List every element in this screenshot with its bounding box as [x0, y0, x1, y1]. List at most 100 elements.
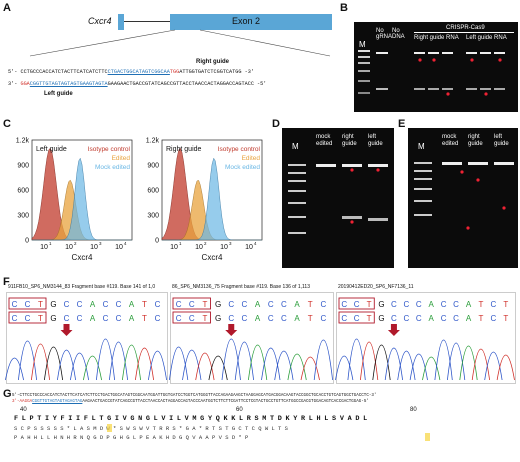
corner-label: Right guide [166, 146, 202, 153]
base-call-bottom: C [416, 314, 422, 323]
pam-box-bottom [8, 311, 47, 324]
trace-peak [422, 356, 441, 381]
panel-e-gel: M mock edited right guide left guide [408, 128, 518, 268]
base-call-top: C [321, 300, 327, 309]
base-call-top: T [478, 300, 483, 309]
legend-entry: Isotype control [88, 146, 131, 153]
gel-b-sub-left: Left guide RNA [466, 35, 507, 41]
x-tick-label: 10 [220, 244, 228, 251]
base-call-bottom: T [308, 314, 313, 323]
base-call-top: G [378, 300, 384, 309]
base-call-top: A [294, 300, 300, 309]
gel-d-lane-left: left guide [368, 134, 383, 147]
base-call-top: C [176, 300, 182, 309]
trace-box-1 [6, 292, 168, 384]
gel-b-marker: M [359, 40, 366, 49]
base-call-bottom: A [429, 314, 435, 323]
corner-label: Left guide [36, 146, 67, 153]
panel-label-a: A [3, 2, 11, 14]
gel-d-bands [288, 164, 388, 234]
base-call-top: T [308, 300, 313, 309]
base-call-top: A [466, 300, 472, 309]
base-call-top: A [129, 300, 135, 309]
x-tick-label: 10 [65, 244, 73, 251]
trace-peak [313, 339, 333, 381]
base-call-bottom: T [38, 314, 43, 323]
cut-site-arrow [387, 324, 400, 336]
y-tick-label: 1.2k [146, 138, 160, 145]
base-call-top: T [503, 300, 508, 309]
base-call-top: C [268, 300, 274, 309]
base-call-bottom: T [142, 314, 147, 323]
g-tick-40: 40 [20, 407, 27, 413]
base-call-top: T [202, 300, 207, 309]
base-call-bottom: C [189, 314, 195, 323]
base-call-top: C [391, 300, 397, 309]
panel-label-g: G [3, 388, 12, 400]
seq-top-guide: CTGACTGGCATAGTCGGCAA [107, 69, 170, 75]
seq-bot-pam: GGA [20, 81, 30, 87]
base-call-top: C [453, 300, 459, 309]
g-seq-prefix: 3'-AAGGA [12, 400, 33, 404]
base-call-bottom: C [242, 314, 248, 323]
base-call-top: G [50, 300, 56, 309]
base-call-bottom: C [341, 314, 347, 323]
cut-site-arrow [225, 324, 238, 336]
base-call-bottom: G [50, 314, 56, 323]
trace-peak [18, 340, 37, 381]
trace-peak [169, 346, 189, 381]
legend-entry: Edited [112, 155, 131, 162]
trace-peak [335, 355, 354, 381]
trace-peak [471, 348, 490, 381]
pam-box-top [172, 297, 211, 310]
trace-peak [195, 352, 215, 381]
base-call-top: A [90, 300, 96, 309]
trace-peak [44, 346, 63, 381]
trace-peak [434, 339, 453, 381]
y-tick-label: 0 [25, 238, 29, 245]
x-tick-label: 10 [245, 244, 253, 251]
gel-b-lane-no-dna: No DNA [392, 28, 405, 40]
trace-peak [287, 353, 307, 381]
gel-e-lane-left: left guide [494, 134, 509, 147]
base-call-top: C [354, 300, 360, 309]
base-call-top: C [189, 300, 195, 309]
base-call-top: C [341, 300, 347, 309]
trace-peak [96, 338, 115, 381]
sequence-bottom: 3'- GGACGGTTGTAGTAGTAGTGAAGTAGTAGAAGAACT… [8, 81, 266, 87]
trace-peak [248, 344, 268, 381]
x-tick-exponent: 1 [179, 241, 182, 246]
gene-name: Cxcr4 [88, 16, 112, 26]
base-call-bottom: C [441, 314, 447, 323]
base-call-bottom: T [478, 314, 483, 323]
base-call-bottom: G [215, 314, 221, 323]
base-call-bottom: C [116, 314, 122, 323]
mock-curve [162, 157, 262, 241]
panel-label-c: C [3, 118, 11, 130]
seq-bot-suffix: GAAGAACTGACCGTATCAGCCGTTACCTAACCACTAGGAC… [107, 81, 267, 87]
base-call-top: T [142, 300, 147, 309]
base-call-bottom: C [64, 314, 70, 323]
seq-top-suffix: ATTGGTGATCTCGGTCATGG -3' [179, 69, 254, 75]
base-call-bottom: C [176, 314, 182, 323]
trace-peak [135, 347, 154, 381]
trace-peak [459, 345, 478, 381]
g-aa-frame-1: F L P T I Y F I I F L T G I V G N G L V … [14, 415, 367, 423]
trace-peak [122, 344, 141, 381]
chromatogram-2: C C T G C C A C C A T CC C T G C C A C C A T C [169, 297, 333, 381]
base-call-bottom: C [228, 314, 234, 323]
exon1-box [118, 14, 124, 30]
trace-peak [109, 341, 128, 381]
base-call-bottom: A [294, 314, 300, 323]
base-call-top: A [255, 300, 261, 309]
trace-header-3: 20190412ED20_SP6_NF7136_11 [338, 284, 414, 290]
trace-peak [372, 344, 391, 381]
trace-peak [208, 355, 228, 381]
base-call-top: C [64, 300, 70, 309]
legend-entry: Edited [242, 155, 261, 162]
x-axis-label: Cxcr4 [202, 253, 223, 262]
x-tick-exponent: 1 [49, 241, 52, 246]
cut-site-arrow [60, 324, 73, 336]
